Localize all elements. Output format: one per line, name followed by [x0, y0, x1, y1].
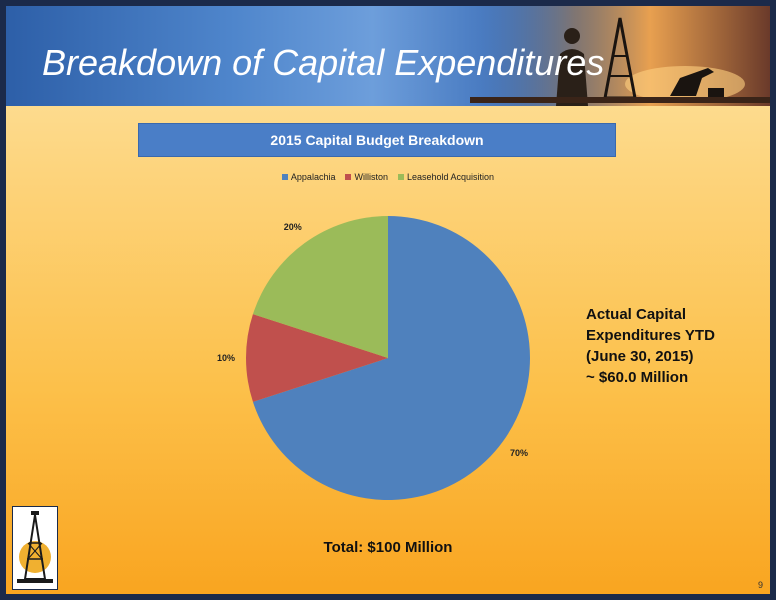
chart-title: 2015 Capital Budget Breakdown: [270, 132, 484, 148]
actual-capex-line: Expenditures YTD: [586, 327, 715, 344]
header-banner: Breakdown of Capital Expenditures: [6, 6, 770, 106]
data-label-leasehold-acquisition: 20%: [284, 222, 302, 232]
legend-swatch-leasehold-acquisition: [397, 174, 404, 180]
legend-swatch-appalachia: [281, 174, 288, 180]
pie-slice-williston: [246, 314, 388, 402]
page-title: Breakdown of Capital Expenditures: [42, 42, 605, 83]
legend-item-leasehold-acquisition: Leasehold Acquisition: [397, 172, 495, 182]
data-label-williston: 10%: [217, 353, 235, 363]
chart-title-bar: 2015 Capital Budget Breakdown: [138, 123, 616, 157]
legend-label-williston: Williston: [354, 172, 388, 182]
company-logo: [12, 506, 58, 590]
legend-swatch-williston: [345, 174, 352, 180]
legend-item-williston: Williston: [345, 172, 388, 182]
slide: Breakdown of Capital Expenditures 2015 C…: [6, 6, 770, 594]
legend-label-appalachia: Appalachia: [290, 172, 336, 182]
legend-item-appalachia: Appalachia: [281, 172, 336, 182]
pie-slice-appalachia: [252, 216, 530, 500]
pie-slice-leasehold-acquisition: [252, 216, 388, 358]
chart-legend: Appalachia Williston Leasehold Acquisiti…: [6, 172, 770, 182]
oil-field-photo: [470, 6, 770, 106]
pie-chart: 70% 10% 20%: [217, 216, 530, 500]
actual-capex-line: ~ $60.0 Million: [586, 369, 689, 386]
data-label-appalachia: 70%: [510, 448, 528, 458]
page-number: 9: [758, 580, 764, 590]
actual-capex-line: Actual Capital: [586, 306, 687, 323]
total-budget-label: Total: $100 Million: [323, 539, 453, 556]
actual-capex-note: Actual Capital Expenditures YTD (June 30…: [586, 304, 761, 388]
legend-label-leasehold-acquisition: Leasehold Acquisition: [406, 172, 495, 182]
oil-derrick-logo-icon: [17, 511, 53, 583]
actual-capex-line: (June 30, 2015): [586, 348, 694, 365]
